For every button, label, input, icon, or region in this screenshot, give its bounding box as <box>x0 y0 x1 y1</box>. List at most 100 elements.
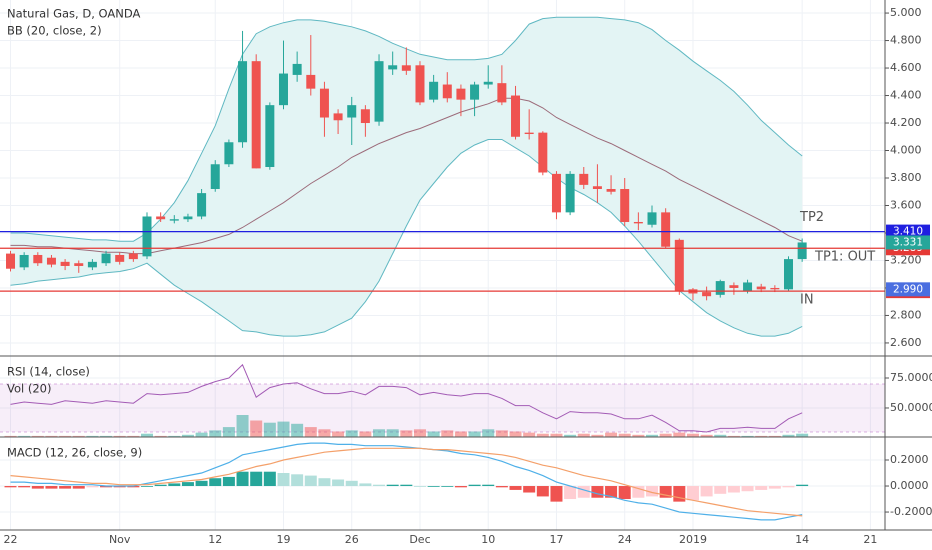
level-annotation: TP2 <box>799 210 824 225</box>
price-label-box <box>886 282 930 297</box>
histogram-bar <box>727 486 740 493</box>
price-label-box <box>886 235 930 250</box>
candle-body <box>538 132 548 173</box>
candle-body <box>483 81 493 85</box>
histogram-bar <box>72 486 85 489</box>
histogram-bar <box>605 486 618 498</box>
candle-body <box>674 239 684 291</box>
y-tick-label: 5.000 <box>890 6 922 19</box>
volume-bar <box>523 432 536 437</box>
candle-body <box>238 61 248 143</box>
histogram-bar <box>714 486 727 494</box>
volume-bar <box>577 433 590 437</box>
histogram-bar <box>127 486 140 488</box>
candle-body <box>197 193 207 217</box>
volume-bar <box>646 434 659 437</box>
histogram-bar <box>332 479 345 487</box>
volume-bar <box>482 429 495 437</box>
histogram-bar <box>591 486 604 498</box>
level-annotation: TP1: OUT <box>814 250 875 265</box>
band-line <box>10 97 803 255</box>
volume-bar <box>468 431 481 437</box>
y-tick-label: 3.600 <box>890 198 922 211</box>
candle-body <box>551 173 561 213</box>
volume-bar <box>222 427 235 437</box>
histogram-bar <box>277 473 290 487</box>
candle-body <box>579 173 589 185</box>
volume-bar <box>755 435 768 437</box>
y-tick-label: 4.200 <box>890 116 922 129</box>
volume-bar <box>618 433 631 437</box>
volume-bar <box>495 430 508 437</box>
candle-body <box>470 84 480 100</box>
volume-bar <box>154 435 167 437</box>
candle-body <box>647 212 657 225</box>
chart-title: Natural Gas, D, OANDA <box>7 7 140 21</box>
histogram-bar <box>263 471 276 487</box>
volume-bar <box>4 435 17 437</box>
candle-body <box>6 253 16 269</box>
histogram-bar <box>782 486 795 488</box>
candle-body <box>715 281 725 295</box>
volume-bar <box>332 431 345 437</box>
candle-body <box>743 282 753 291</box>
x-tick-label: 12 <box>208 533 222 546</box>
volume-bar <box>673 432 686 437</box>
volume-bar <box>86 435 99 437</box>
band-fill <box>10 17 803 337</box>
histogram-bar <box>386 484 399 487</box>
candle-body <box>87 261 97 268</box>
histogram-bar <box>441 486 454 487</box>
volume-bar <box>181 434 194 437</box>
volume-bar <box>18 435 31 437</box>
x-tick-label: 24 <box>618 533 632 546</box>
candle-body <box>169 219 179 221</box>
histogram-bar <box>31 486 44 489</box>
x-tick-label: 17 <box>549 533 563 546</box>
y-tick-label: 3.800 <box>890 171 922 184</box>
histogram-bar <box>536 486 549 497</box>
candle-body <box>19 254 29 268</box>
histogram-bar <box>86 486 99 488</box>
candle-body <box>360 109 370 124</box>
volume-bar <box>686 433 699 437</box>
candle-body <box>183 216 193 220</box>
price-label: 3.410 <box>893 226 923 238</box>
candle-body <box>292 63 302 75</box>
y-tick-label: 3.200 <box>890 253 922 266</box>
histogram-bar <box>236 471 249 487</box>
histogram-bar <box>550 486 563 502</box>
candle-body <box>388 65 398 70</box>
candle-body <box>606 188 616 192</box>
candle-body <box>429 81 439 100</box>
indicator-title: RSI (14, close) <box>7 365 90 379</box>
histogram-bar <box>291 474 304 487</box>
volume-bar <box>714 434 727 437</box>
x-tick-label: Dec <box>409 533 430 546</box>
volume-bar <box>263 422 276 437</box>
volume-bar <box>659 433 672 437</box>
volume-bar <box>113 435 126 437</box>
band-line <box>10 139 803 337</box>
volume-bar <box>727 435 740 437</box>
x-tick-label: 14 <box>795 533 809 546</box>
candle-body <box>74 263 84 266</box>
candle-body <box>442 84 452 99</box>
volume-bar <box>454 431 467 437</box>
histogram-bar <box>59 486 72 489</box>
histogram-bar <box>700 486 713 497</box>
volume-bar <box>31 435 44 437</box>
candle-body <box>702 292 712 297</box>
candle-body <box>60 261 70 266</box>
rsi-line <box>10 363 803 433</box>
y-tick-label: 50.0000 <box>890 401 932 414</box>
candle-body <box>333 113 343 121</box>
volume-bar <box>741 435 754 437</box>
histogram-bar <box>345 480 358 487</box>
histogram-bar <box>482 484 495 487</box>
volume-bar <box>441 430 454 437</box>
histogram-bar <box>113 486 126 488</box>
histogram-bar <box>18 486 31 488</box>
volume-bar <box>768 435 781 437</box>
